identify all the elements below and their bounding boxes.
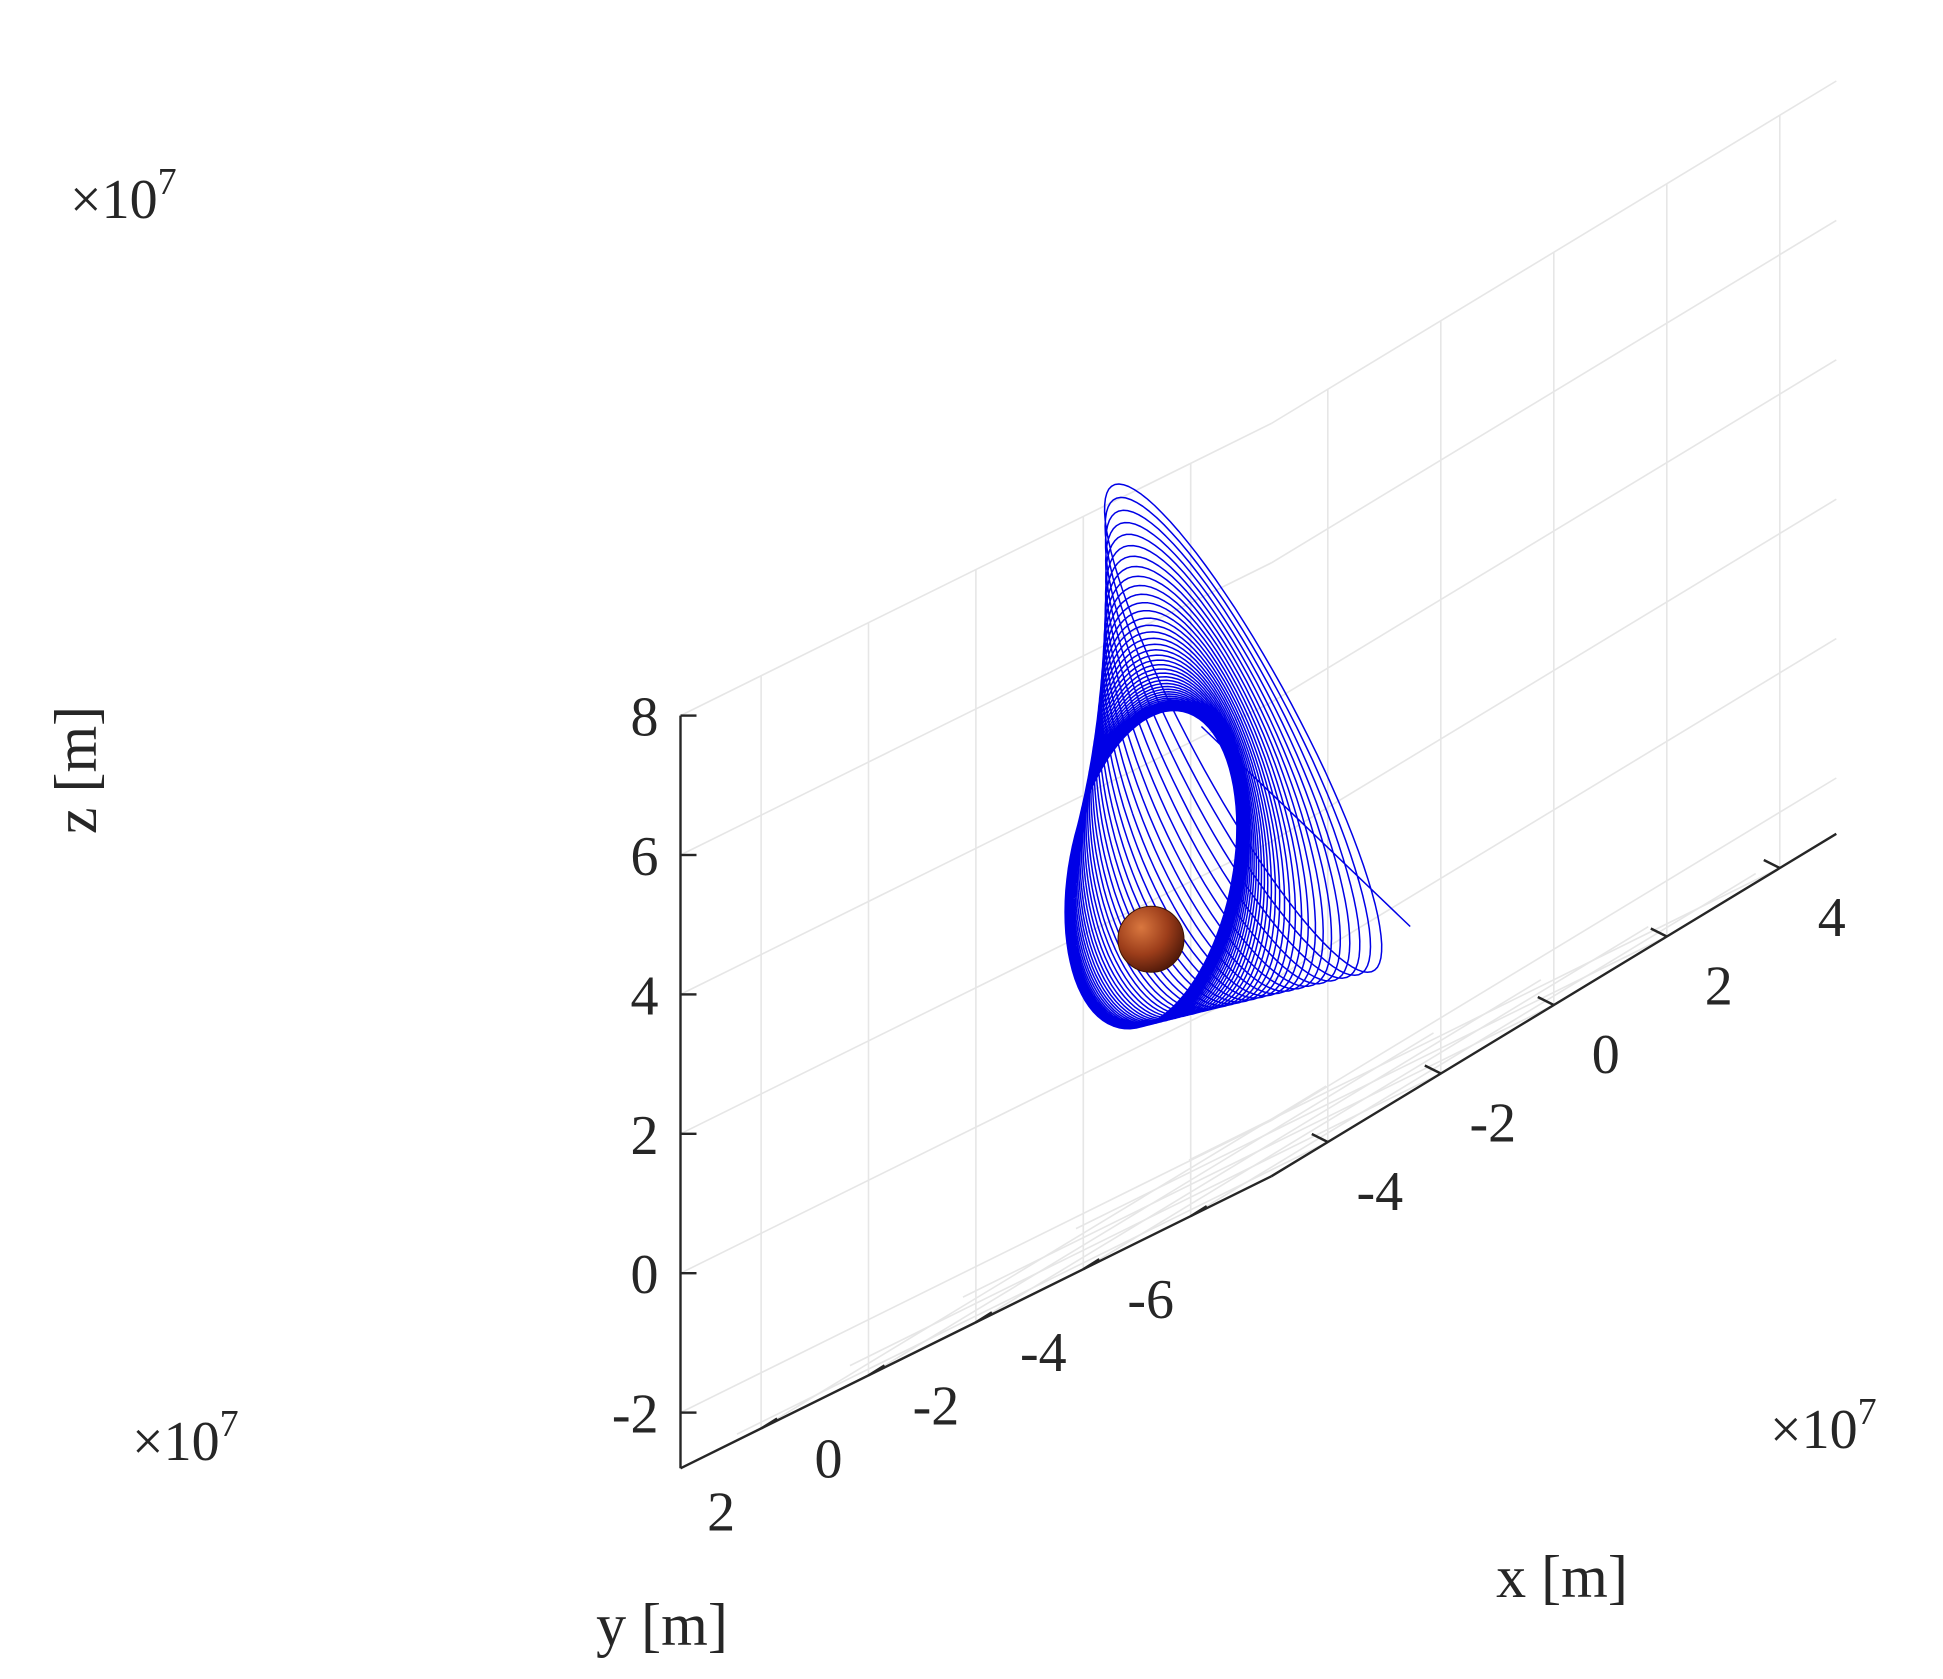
- y-tick-mark: [867, 1364, 886, 1377]
- grid-line-y-floor: [868, 1032, 1434, 1377]
- grid-line-z-side: [680, 422, 1272, 717]
- axes: 8 6 4 2 0 -2 2 0 -2 -4 -6 -4 -2 0 2 4: [612, 687, 1846, 1544]
- x-tick-mark: [1763, 858, 1781, 870]
- grid-line-z-side: [680, 840, 1272, 1135]
- x-tick-mark: [1537, 995, 1555, 1007]
- y-axis-exponent: ×107: [132, 1403, 239, 1473]
- planet-sphere: [1117, 905, 1185, 973]
- x-tick-label: 4: [1818, 887, 1846, 949]
- grid-line-z-back: [1270, 359, 1837, 703]
- z-axis-label: z [m]: [43, 706, 109, 834]
- grid-line-z-back: [1270, 637, 1837, 982]
- x-axis-label: x [m]: [1496, 1544, 1628, 1610]
- axis-labels: z [m] y [m] x [m] ×107 ×107 ×107: [43, 161, 1877, 1658]
- grid-line-y-floor: [1190, 872, 1757, 1217]
- y-tick-label: 2: [707, 1482, 735, 1544]
- grid-line-z-back: [1270, 498, 1837, 843]
- y-tick-mark: [1190, 1205, 1208, 1218]
- x-tick-label: 2: [1705, 956, 1733, 1018]
- z-tick-label: 4: [631, 965, 659, 1027]
- x-axis-exponent: ×107: [1770, 1391, 1877, 1461]
- grid-line-y-floor: [1082, 926, 1649, 1270]
- x-tick-mark: [1311, 1132, 1329, 1144]
- x-tick-mark: [1424, 1064, 1442, 1075]
- x-axis-line: [1270, 832, 1837, 1178]
- y-tick-mark: [1082, 1258, 1100, 1271]
- x-tick-mark: [1650, 927, 1668, 938]
- grid-line-z-back: [1270, 777, 1837, 1122]
- grid-line-y-floor: [760, 1085, 1327, 1430]
- grid-line-z-side: [680, 980, 1272, 1274]
- y-tick-mark: [760, 1417, 778, 1430]
- y-tick-mark: [975, 1311, 993, 1324]
- y-tick-label: -6: [1127, 1269, 1174, 1331]
- x-tick-label: -2: [1469, 1093, 1516, 1155]
- z-tick-label: 0: [631, 1244, 659, 1306]
- z-axis-exponent: ×107: [70, 161, 177, 231]
- grid-line-z-back: [1270, 219, 1837, 564]
- y-axis-label: y [m]: [596, 1592, 728, 1658]
- grid-lines: [680, 80, 1837, 1435]
- z-tick-label: 8: [631, 687, 659, 749]
- grid-line-z-side: [680, 701, 1272, 996]
- z-tick-label: 2: [631, 1105, 659, 1167]
- x-tick-label: -4: [1356, 1161, 1403, 1223]
- orbit-trajectory: [1064, 483, 1411, 1030]
- grid-line-z-back: [1270, 80, 1837, 425]
- orbit-series-line: [1064, 483, 1411, 1030]
- grid-line-z-side: [680, 562, 1272, 856]
- y-tick-label: 0: [815, 1428, 843, 1490]
- central-body: [1117, 905, 1185, 973]
- grid-line-y-floor: [975, 979, 1542, 1323]
- z-tick-label: 6: [631, 826, 659, 888]
- z-tick-label: -2: [612, 1384, 659, 1446]
- y-tick-label: -4: [1020, 1322, 1067, 1384]
- grid-line-z-side: [680, 1119, 1272, 1414]
- y-tick-label: -2: [913, 1375, 960, 1437]
- x-tick-label: 0: [1592, 1024, 1620, 1086]
